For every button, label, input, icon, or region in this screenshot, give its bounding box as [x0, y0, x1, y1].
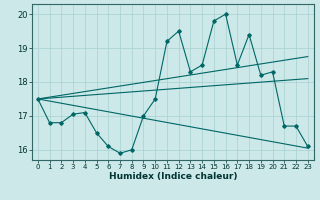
- X-axis label: Humidex (Indice chaleur): Humidex (Indice chaleur): [108, 172, 237, 181]
